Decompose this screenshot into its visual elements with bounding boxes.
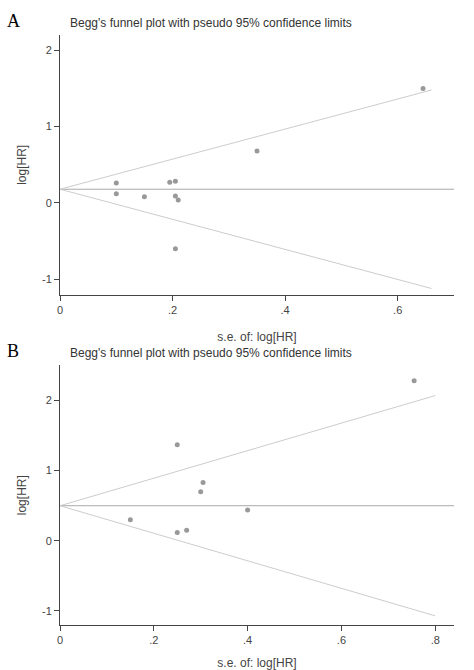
svg-text:-1: -1	[42, 273, 52, 285]
svg-text:s.e. of: log[HR]: s.e. of: log[HR]	[217, 330, 296, 344]
svg-text:Begg's funnel plot with pseudo: Begg's funnel plot with pseudo 95% confi…	[70, 16, 352, 30]
svg-text:0: 0	[57, 634, 63, 646]
svg-text:log[HR]: log[HR]	[15, 475, 29, 515]
svg-text:0: 0	[46, 197, 52, 209]
svg-text:Begg's funnel plot with pseudo: Begg's funnel plot with pseudo 95% confi…	[70, 346, 352, 360]
svg-text:.6: .6	[393, 304, 402, 316]
svg-text:s.e. of: log[HR]: s.e. of: log[HR]	[217, 656, 296, 670]
svg-text:.8: .8	[431, 634, 440, 646]
svg-text:.4: .4	[281, 304, 290, 316]
svg-text:1: 1	[46, 464, 52, 476]
svg-text:2: 2	[46, 44, 52, 56]
svg-text:-1: -1	[42, 605, 52, 617]
svg-text:.6: .6	[337, 634, 346, 646]
svg-text:1: 1	[46, 120, 52, 132]
svg-text:.2: .2	[168, 304, 177, 316]
svg-text:2: 2	[46, 394, 52, 406]
svg-text:.4: .4	[243, 634, 252, 646]
svg-text:.2: .2	[149, 634, 158, 646]
svg-text:0: 0	[57, 304, 63, 316]
svg-text:A: A	[7, 11, 20, 31]
svg-text:log[HR]: log[HR]	[15, 145, 29, 185]
svg-text:B: B	[7, 341, 19, 361]
svg-text:0: 0	[46, 535, 52, 547]
